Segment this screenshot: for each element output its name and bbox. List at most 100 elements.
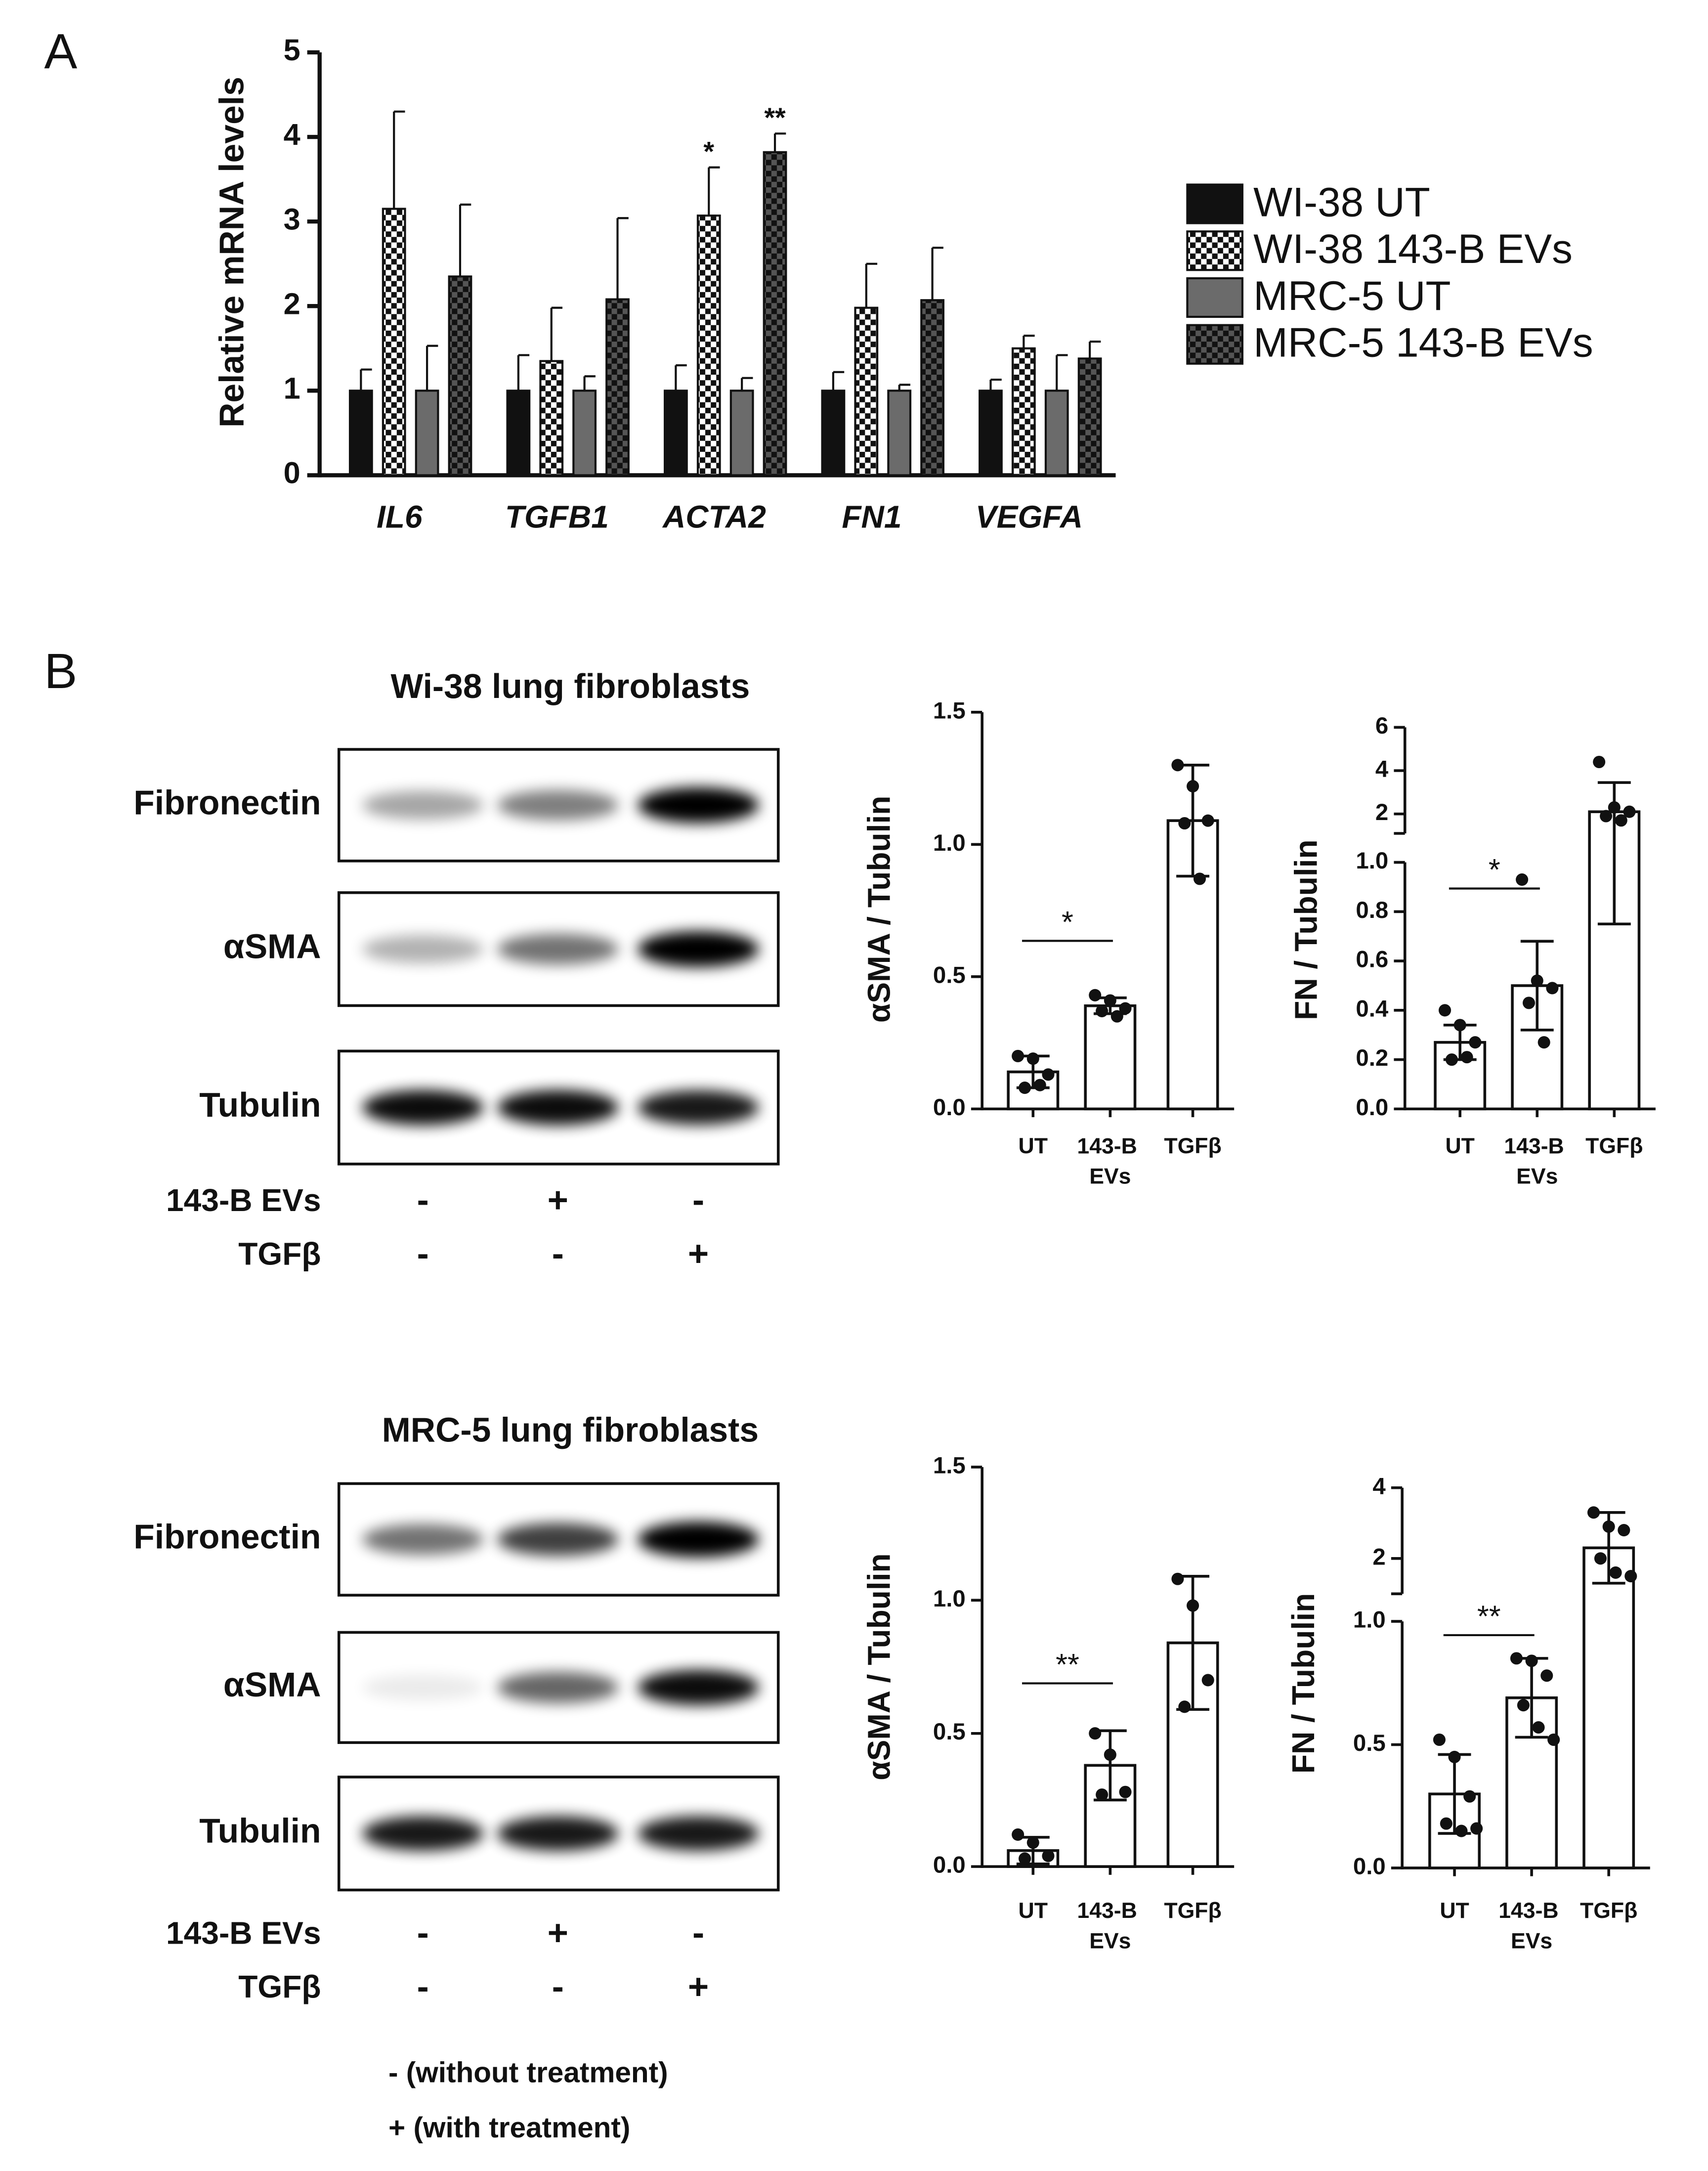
data-point — [1445, 1053, 1458, 1066]
data-point — [1026, 1052, 1039, 1065]
y-tick-label: 1.0 — [933, 1586, 966, 1612]
data-point — [1433, 1733, 1446, 1746]
bar — [1582, 1546, 1635, 1869]
significance-label: ** — [1477, 1600, 1501, 1633]
data-point — [1532, 1721, 1545, 1734]
bar — [854, 306, 879, 477]
x-tick-label: 143-B EVs — [1498, 1899, 1565, 1953]
treatment-mark: - — [692, 1913, 704, 1953]
data-point — [1171, 759, 1184, 772]
data-point — [1448, 1750, 1461, 1763]
data-point — [1187, 780, 1199, 793]
data-point — [1624, 1570, 1637, 1583]
bar — [979, 390, 1003, 477]
treatment-mark: + — [548, 1180, 568, 1220]
data-point — [1463, 1790, 1476, 1803]
data-point — [1546, 982, 1559, 995]
blot-band — [497, 790, 619, 821]
data-point — [1178, 817, 1191, 830]
significance-label: * — [1489, 853, 1500, 886]
blot-band — [638, 787, 759, 824]
data-point — [1042, 1068, 1055, 1081]
data-point — [1531, 974, 1543, 987]
band-label: αSMA — [223, 1665, 321, 1704]
data-point — [1026, 1836, 1039, 1849]
data-point — [1594, 1552, 1607, 1565]
y-tick-label: 1.5 — [933, 697, 966, 724]
blot-title: Wi-38 lung fibroblasts — [390, 667, 750, 705]
data-point — [1615, 814, 1627, 827]
y-tick-label: 0.5 — [933, 962, 966, 988]
treatment-mark: - — [417, 1913, 429, 1953]
blot-band — [497, 1672, 619, 1703]
data-point — [1201, 1674, 1214, 1687]
x-tick-label: TGFβ — [1585, 1134, 1643, 1158]
y-tick-label: 0.0 — [1356, 1094, 1388, 1121]
data-point — [1600, 810, 1613, 823]
bar — [920, 299, 944, 477]
significance-label: ** — [1056, 1648, 1079, 1681]
y-axis-label: αSMA / Tubulin — [861, 796, 897, 1023]
y-tick-label: 0.4 — [1356, 996, 1388, 1022]
blot-band — [497, 1816, 619, 1851]
y-tick-label: 1.0 — [1353, 1607, 1386, 1633]
x-tick-label: VEGFA — [976, 499, 1083, 535]
legend-swatch — [1186, 277, 1243, 318]
x-tick-label: 143-B EVs — [1077, 1134, 1143, 1188]
band-label: Tubulin — [199, 1086, 321, 1124]
legend-note: + (with treatment) — [388, 2112, 630, 2144]
y-tick-label: 4 — [1375, 756, 1389, 782]
data-point — [1019, 1082, 1031, 1094]
data-point — [1453, 1019, 1466, 1032]
legend-note: - (without treatment) — [388, 2056, 668, 2088]
treatment-mark: - — [692, 1180, 704, 1220]
bar — [664, 390, 688, 477]
band-label: Fibronectin — [133, 1518, 321, 1556]
y-tick-label: 4 — [1372, 1473, 1386, 1499]
x-tick-label: IL6 — [377, 499, 423, 535]
blot-band — [362, 935, 484, 963]
bar — [696, 215, 721, 477]
y-tick-label: 1.5 — [933, 1452, 966, 1478]
data-point — [1201, 814, 1214, 827]
data-point — [1469, 1036, 1482, 1049]
treatment-label: 143-B EVs — [166, 1182, 321, 1218]
y-axis-label: FN / Tubulin — [1285, 1593, 1321, 1774]
y-axis-label: Relative mRNA levels — [212, 77, 251, 428]
y-tick-label: 0.0 — [933, 1852, 966, 1878]
significance-label: * — [703, 136, 714, 167]
bar — [1077, 357, 1102, 477]
legend-swatch — [1186, 230, 1243, 271]
data-point — [1517, 1699, 1530, 1712]
treatment-mark: - — [552, 1234, 564, 1274]
panel-label: B — [44, 644, 77, 699]
y-tick-label: 0.5 — [933, 1719, 966, 1745]
data-point — [1110, 1010, 1123, 1023]
y-tick-label: 0.0 — [933, 1094, 966, 1121]
y-axis-label: FN / Tubulin — [1288, 839, 1324, 1020]
y-tick-label: 0.0 — [1353, 1853, 1386, 1879]
bar — [763, 151, 787, 477]
x-tick-label: ACTA2 — [662, 499, 766, 535]
data-point — [1618, 1524, 1630, 1537]
y-tick-label: 0.6 — [1356, 947, 1388, 973]
treatment-label: 143-B EVs — [166, 1915, 321, 1951]
blot-band — [497, 1089, 619, 1126]
data-point — [1609, 1566, 1622, 1579]
blot-band — [362, 790, 484, 820]
x-tick-label: UT — [1019, 1134, 1048, 1158]
bar — [348, 390, 373, 477]
data-point — [1547, 1733, 1560, 1746]
data-point — [1537, 1036, 1550, 1049]
data-point — [1540, 1669, 1553, 1682]
data-point — [1096, 1788, 1109, 1801]
x-tick-label: FN1 — [842, 499, 901, 535]
band-label: Fibronectin — [133, 783, 321, 822]
bar — [539, 360, 564, 477]
bar — [887, 390, 912, 477]
blot-band — [497, 933, 619, 965]
treatment-label: TGFβ — [238, 1236, 321, 1272]
data-point — [1587, 1506, 1600, 1519]
legend-label: MRC-5 UT — [1253, 272, 1451, 319]
data-point — [1593, 755, 1606, 769]
